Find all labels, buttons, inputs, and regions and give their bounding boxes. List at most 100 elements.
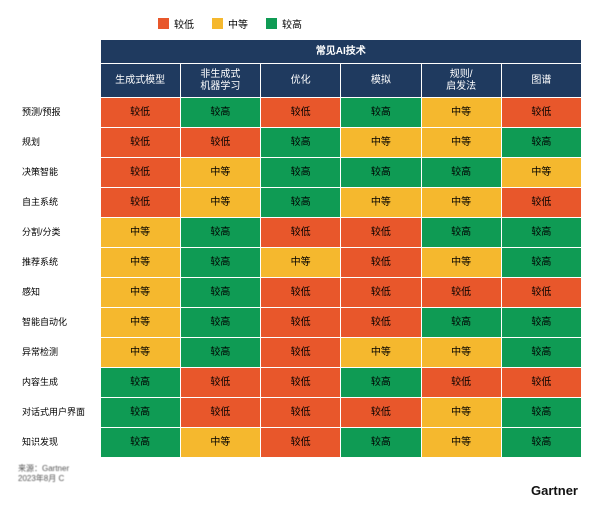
table-row: 异常检测中等较高较低中等中等较高 xyxy=(18,338,582,368)
column-header: 非生成式机器学习 xyxy=(180,64,260,98)
row-header: 感知 xyxy=(18,278,100,308)
row-header: 决策智能 xyxy=(18,158,100,188)
heat-cell: 较高 xyxy=(341,158,421,188)
legend-item: 较高 xyxy=(266,16,302,31)
heat-cell: 较高 xyxy=(501,218,581,248)
heat-cell: 较高 xyxy=(421,158,501,188)
table-body: 预测/预报较低较高较低较高中等较低规划较低较低较高中等中等较高决策智能较低中等较… xyxy=(18,98,582,458)
heat-cell: 较高 xyxy=(501,338,581,368)
heat-cell: 较高 xyxy=(501,308,581,338)
heat-cell: 较低 xyxy=(100,128,180,158)
heat-cell: 中等 xyxy=(341,128,421,158)
column-header: 模拟 xyxy=(341,64,421,98)
heat-cell: 较低 xyxy=(261,398,341,428)
table-row: 分割/分类中等较高较低较低较高较高 xyxy=(18,218,582,248)
heat-cell: 较高 xyxy=(501,428,581,458)
heat-cell: 中等 xyxy=(341,188,421,218)
heat-cell: 中等 xyxy=(100,278,180,308)
legend: 较低 中等 较高 xyxy=(158,16,582,31)
heat-cell: 中等 xyxy=(100,338,180,368)
table-row: 规划较低较低较高中等中等较高 xyxy=(18,128,582,158)
heat-cell: 较高 xyxy=(180,338,260,368)
column-header-row: 生成式模型非生成式机器学习优化模拟规则/启发法图谱 xyxy=(18,64,582,98)
heat-cell: 中等 xyxy=(421,248,501,278)
heat-cell: 较低 xyxy=(341,398,421,428)
heat-cell: 较低 xyxy=(501,188,581,218)
heat-cell: 中等 xyxy=(261,248,341,278)
heat-cell: 中等 xyxy=(180,188,260,218)
heat-cell: 较低 xyxy=(341,308,421,338)
heat-cell: 较高 xyxy=(180,248,260,278)
heat-cell: 较高 xyxy=(261,188,341,218)
corner-cell xyxy=(18,40,100,98)
column-header: 图谱 xyxy=(501,64,581,98)
row-header: 知识发现 xyxy=(18,428,100,458)
heat-cell: 较高 xyxy=(180,98,260,128)
footer: 来源：Gartner 2023年8月 C xyxy=(18,464,582,485)
footer-id: 2023年8月 C xyxy=(18,474,582,484)
table-row: 智能自动化中等较高较低较低较高较高 xyxy=(18,308,582,338)
heat-cell: 较低 xyxy=(180,128,260,158)
heat-cell: 较高 xyxy=(100,428,180,458)
legend-label: 中等 xyxy=(228,16,248,31)
row-header: 自主系统 xyxy=(18,188,100,218)
heat-cell: 较低 xyxy=(261,278,341,308)
super-header: 常见AI技术 xyxy=(100,40,582,64)
row-header: 预测/预报 xyxy=(18,98,100,128)
heat-cell: 较低 xyxy=(421,368,501,398)
heat-cell: 较低 xyxy=(180,398,260,428)
heat-cell: 较高 xyxy=(100,398,180,428)
row-header: 对话式用户界面 xyxy=(18,398,100,428)
legend-label: 较低 xyxy=(174,16,194,31)
heat-cell: 较低 xyxy=(501,98,581,128)
heat-cell: 较高 xyxy=(421,308,501,338)
table-row: 对话式用户界面较高较低较低较低中等较高 xyxy=(18,398,582,428)
heat-cell: 较高 xyxy=(501,128,581,158)
column-header: 优化 xyxy=(261,64,341,98)
heat-cell: 中等 xyxy=(100,308,180,338)
footer-source: 来源：Gartner xyxy=(18,464,582,474)
legend-swatch xyxy=(158,18,169,29)
heat-cell: 较高 xyxy=(341,368,421,398)
row-header: 推荐系统 xyxy=(18,248,100,278)
heat-cell: 中等 xyxy=(421,128,501,158)
table-row: 感知中等较高较低较低较低较低 xyxy=(18,278,582,308)
brand-logo: Gartner xyxy=(18,483,582,498)
heat-cell: 较高 xyxy=(100,368,180,398)
heat-cell: 较低 xyxy=(261,218,341,248)
heat-cell: 中等 xyxy=(180,428,260,458)
table-row: 预测/预报较低较高较低较高中等较低 xyxy=(18,98,582,128)
heat-cell: 较低 xyxy=(261,368,341,398)
table-row: 决策智能较低中等较高较高较高中等 xyxy=(18,158,582,188)
row-header: 智能自动化 xyxy=(18,308,100,338)
column-header: 规则/启发法 xyxy=(421,64,501,98)
heat-cell: 中等 xyxy=(421,98,501,128)
heat-cell: 较低 xyxy=(341,248,421,278)
heat-cell: 较低 xyxy=(501,368,581,398)
table-row: 推荐系统中等较高中等较低中等较高 xyxy=(18,248,582,278)
heat-cell: 较高 xyxy=(341,428,421,458)
heat-cell: 较高 xyxy=(180,308,260,338)
heatmap-table: 常见AI技术 生成式模型非生成式机器学习优化模拟规则/启发法图谱 预测/预报较低… xyxy=(18,39,582,458)
heat-cell: 中等 xyxy=(421,188,501,218)
legend-item: 较低 xyxy=(158,16,194,31)
heat-cell: 较高 xyxy=(261,128,341,158)
table-row: 自主系统较低中等较高中等中等较低 xyxy=(18,188,582,218)
heat-cell: 较低 xyxy=(100,98,180,128)
heat-cell: 较低 xyxy=(501,278,581,308)
heat-cell: 较高 xyxy=(421,218,501,248)
row-header: 异常检测 xyxy=(18,338,100,368)
heat-cell: 较高 xyxy=(180,218,260,248)
legend-label: 较高 xyxy=(282,16,302,31)
heat-cell: 较低 xyxy=(100,158,180,188)
table-row: 知识发现较高中等较低较高中等较高 xyxy=(18,428,582,458)
column-header: 生成式模型 xyxy=(100,64,180,98)
heat-cell: 较低 xyxy=(421,278,501,308)
heat-cell: 较低 xyxy=(180,368,260,398)
heat-cell: 中等 xyxy=(100,218,180,248)
heat-cell: 中等 xyxy=(100,248,180,278)
heat-cell: 较低 xyxy=(100,188,180,218)
row-header: 规划 xyxy=(18,128,100,158)
heat-cell: 较低 xyxy=(261,428,341,458)
heat-cell: 较高 xyxy=(341,98,421,128)
